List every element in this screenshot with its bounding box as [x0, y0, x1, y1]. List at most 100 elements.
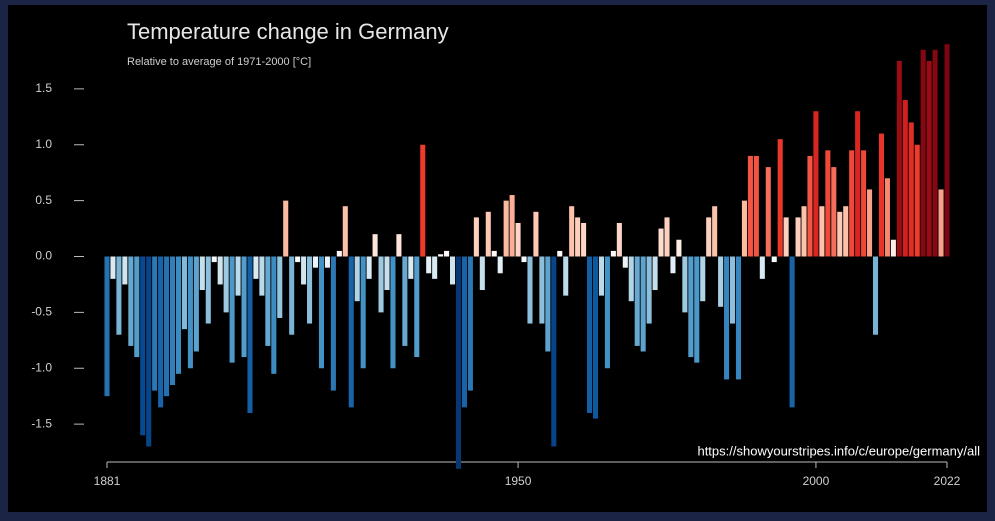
bar: [789, 256, 795, 408]
bar: [372, 234, 378, 257]
bar: [753, 155, 759, 257]
bar: [354, 256, 360, 302]
bar: [223, 256, 229, 313]
bar: [539, 256, 545, 324]
bar: [324, 256, 330, 268]
bar: [170, 256, 176, 386]
bar: [205, 256, 211, 324]
bar: [253, 256, 259, 279]
bar: [271, 256, 277, 374]
bar: [277, 256, 283, 318]
bar: [366, 256, 372, 279]
bar: [771, 256, 777, 263]
bar: [914, 144, 920, 257]
bar: [217, 256, 223, 285]
bar: [187, 256, 193, 369]
bar: [551, 256, 557, 447]
bar: [116, 256, 122, 335]
bar: [485, 211, 491, 257]
bar: [128, 256, 134, 346]
bar: [330, 256, 336, 391]
chart-title: Temperature change in Germany: [127, 19, 449, 44]
bar: [938, 189, 944, 257]
bar: [229, 256, 235, 363]
bar: [432, 256, 438, 279]
bar: [420, 144, 426, 257]
bar: [890, 239, 896, 257]
x-tick-label: 1950: [505, 474, 532, 488]
bar: [575, 217, 581, 257]
bar: [598, 256, 604, 296]
bar: [402, 256, 408, 346]
y-tick-label: -1.5: [31, 416, 52, 430]
bar: [515, 222, 521, 257]
bar: [318, 256, 324, 369]
x-tick-label: 2000: [803, 474, 830, 488]
bar: [587, 256, 593, 413]
bar: [110, 256, 116, 279]
bar: [855, 111, 861, 257]
bar: [467, 256, 473, 391]
bar: [765, 167, 771, 257]
bar: [503, 200, 509, 257]
bar: [134, 256, 140, 358]
bar: [497, 256, 503, 274]
bar: [735, 256, 742, 380]
bar: [140, 256, 146, 436]
x-tick-label: 2022: [934, 474, 961, 488]
bar: [718, 256, 724, 307]
bar: [700, 256, 706, 302]
bar: [396, 234, 402, 257]
bar: [610, 250, 616, 257]
bar: [563, 256, 569, 296]
y-tick-label: 0.5: [35, 193, 52, 207]
bar: [557, 250, 563, 257]
bar: [146, 256, 152, 447]
bar: [741, 200, 747, 257]
bar: [181, 256, 187, 330]
bar: [908, 122, 914, 257]
bar: [920, 49, 926, 257]
y-tick-label: 0.0: [35, 249, 52, 263]
bar: [438, 254, 444, 257]
bar: [348, 256, 354, 408]
bar: [896, 60, 902, 257]
bar: [801, 206, 807, 257]
bar: [872, 256, 879, 335]
bar: [390, 256, 396, 369]
bar: [706, 217, 712, 257]
bar: [867, 189, 873, 257]
bar: [342, 206, 348, 257]
bar: [831, 167, 837, 257]
bar: [694, 256, 700, 363]
bar: [384, 256, 390, 291]
bar: [783, 217, 789, 257]
y-tick-label: 1.5: [35, 81, 52, 95]
bar: [807, 155, 813, 257]
x-tick-label: 1881: [94, 474, 121, 488]
bar: [378, 256, 384, 313]
bar: [211, 256, 217, 263]
bar: [414, 256, 420, 358]
bar: [295, 256, 301, 263]
bar: [265, 256, 271, 346]
bar: [122, 256, 128, 285]
bar: [545, 256, 551, 352]
bar: [712, 206, 718, 257]
bar: [616, 222, 622, 257]
bar: [473, 217, 479, 257]
bar: [461, 256, 467, 408]
chart-subtitle: Relative to average of 1971-2000 [°C]: [127, 56, 311, 68]
bar: [759, 256, 765, 279]
bar: [861, 150, 867, 257]
bar: [158, 256, 164, 408]
bar: [634, 256, 640, 346]
bar: [533, 211, 539, 257]
bar: [444, 250, 450, 257]
bar: [688, 256, 694, 358]
bar: [152, 256, 158, 391]
bar: [604, 256, 610, 369]
bar: [283, 200, 289, 257]
bar: [235, 256, 241, 296]
bar: [479, 256, 485, 291]
